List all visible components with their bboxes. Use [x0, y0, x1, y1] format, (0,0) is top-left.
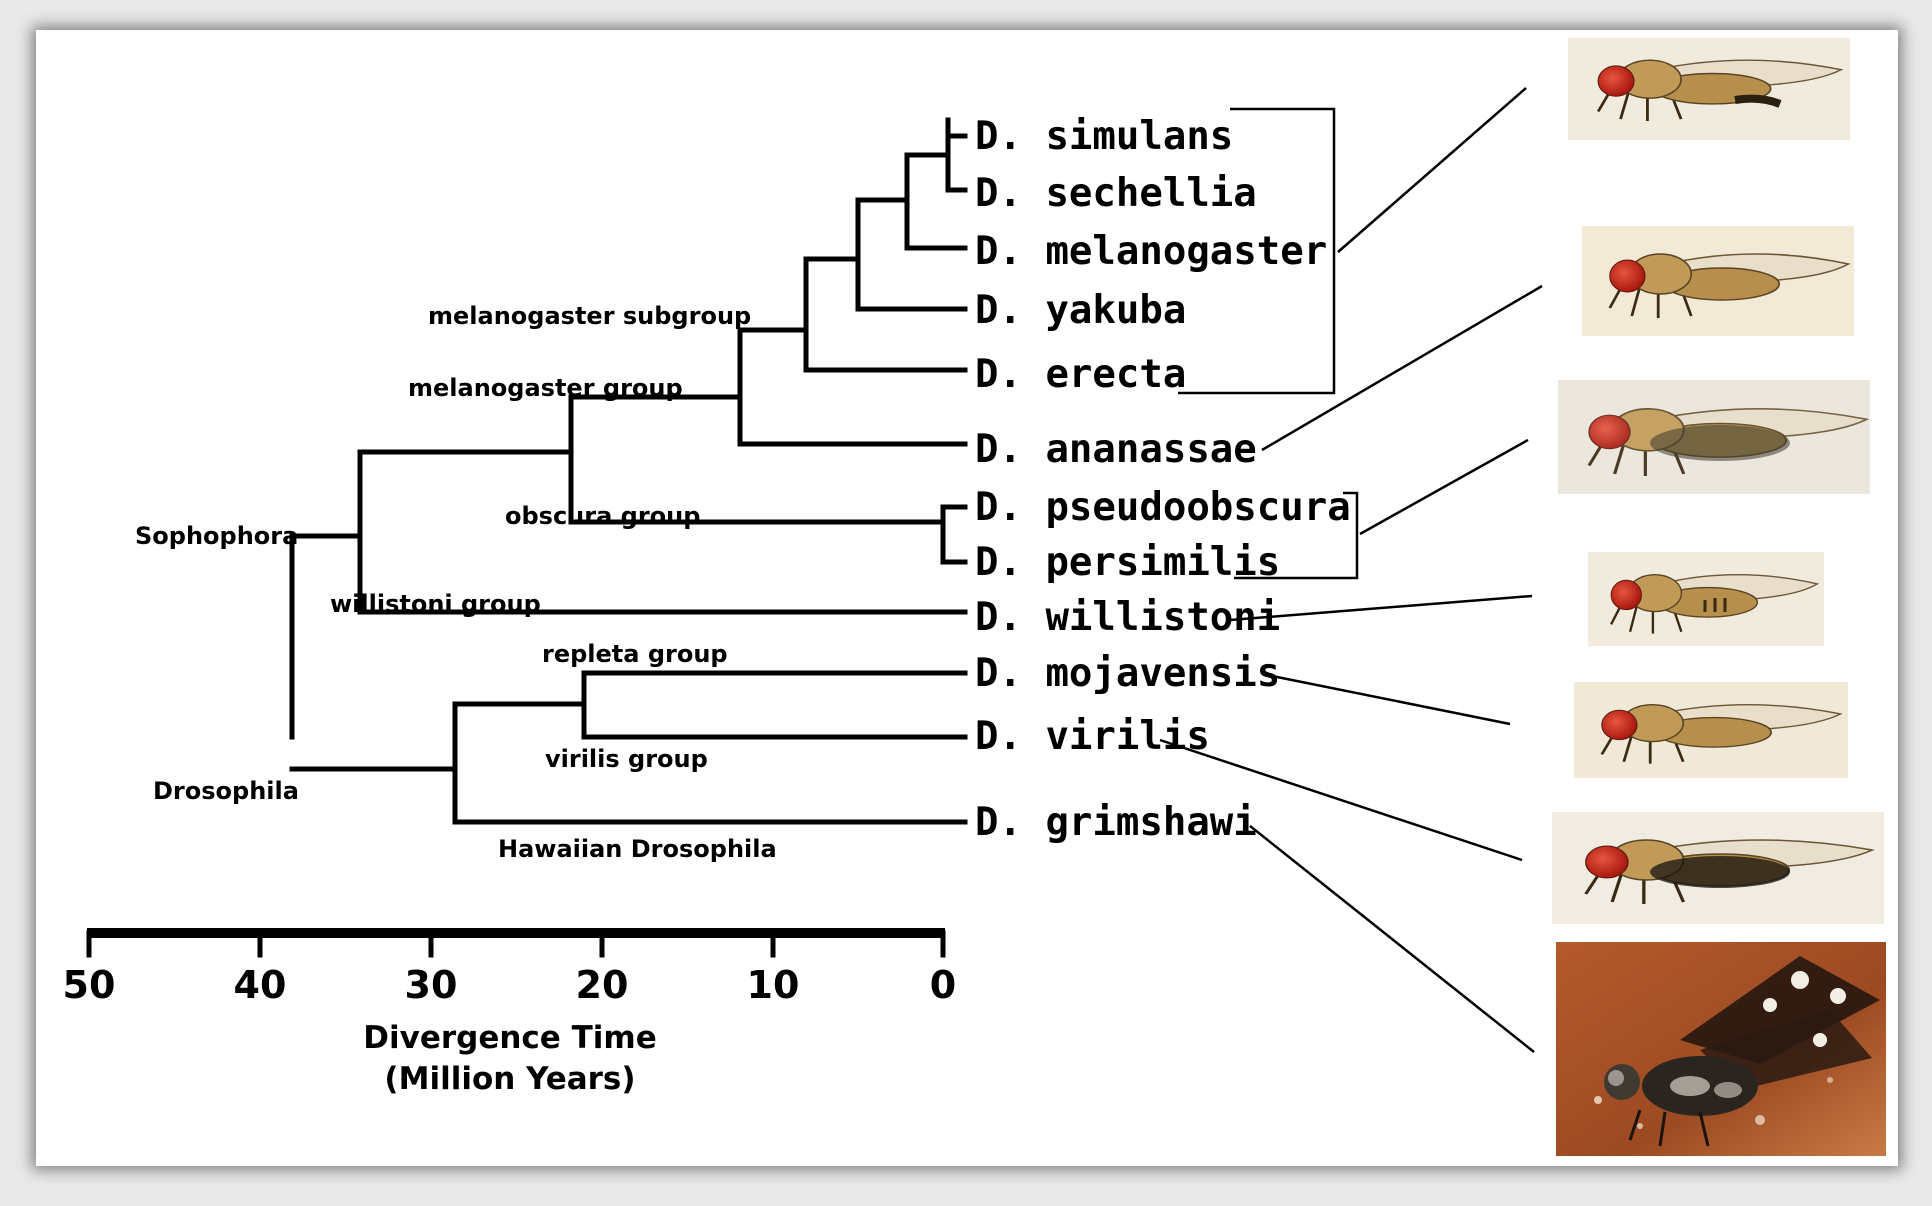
species-label: D. simulans	[975, 114, 1233, 159]
clade-label-sophophora: Sophophora	[135, 522, 298, 550]
species-labels: D. simulans D. sechellia D. melanogaster…	[975, 114, 1351, 845]
species-label: D. melanogaster	[975, 229, 1327, 274]
species-label: D. grimshawi	[975, 800, 1257, 845]
clade-label-repleta-group: repleta group	[542, 640, 728, 668]
species-label: D. erecta	[975, 352, 1186, 397]
clade-label-obscura-group: obscura group	[505, 502, 700, 530]
axis-tick-label: 30	[405, 963, 458, 1007]
species-label: D. persimilis	[975, 540, 1280, 585]
clade-label-willistoni-group: willistoni group	[330, 590, 541, 618]
time-axis: 50 40 30 20 10 0 Divergence Time (Millio…	[63, 928, 956, 1097]
obscura-bracket	[1234, 491, 1359, 580]
clade-label-melanogaster-group: melanogaster group	[408, 374, 683, 402]
fly-illustration-6	[1552, 812, 1884, 924]
axis-tick-label: 20	[576, 963, 629, 1007]
fly-illustration-5	[1574, 682, 1848, 778]
species-label: D. virilis	[975, 714, 1210, 759]
axis-bar	[87, 928, 945, 938]
fly-illustration-4	[1588, 552, 1824, 646]
clade-label-melanogaster-subgroup: melanogaster subgroup	[428, 302, 751, 330]
axis-tick-label: 10	[747, 963, 800, 1007]
species-label: D. willistoni	[975, 595, 1280, 640]
clade-label-virilis-group: virilis group	[545, 745, 708, 773]
clade-label-hawaiian: Hawaiian Drosophila	[498, 835, 777, 863]
clade-label-drosophila: Drosophila	[153, 777, 299, 805]
species-label: D. ananassae	[975, 427, 1257, 472]
group-brackets	[1178, 107, 1359, 580]
axis-tick-label: 40	[234, 963, 287, 1007]
connector-lines	[1159, 87, 1543, 1053]
fly-illustration-2	[1582, 226, 1854, 336]
species-label: D. pseudoobscura	[975, 485, 1351, 530]
species-label: D. mojavensis	[975, 651, 1280, 696]
fly-illustrations	[1552, 38, 1886, 1156]
clade-labels: melanogaster subgroup melanogaster group…	[135, 302, 777, 863]
species-label: D. sechellia	[975, 171, 1257, 216]
axis-tick-label: 0	[930, 963, 956, 1007]
species-label: D. yakuba	[975, 288, 1186, 333]
tree-branches	[289, 117, 968, 825]
axis-title-line1: Divergence Time	[363, 1020, 656, 1056]
melanogaster-subgroup-bracket	[1178, 107, 1336, 395]
fly-photo-grimshawi	[1556, 942, 1886, 1156]
fly-illustration-3	[1558, 380, 1870, 494]
axis-title-line2: (Million Years)	[384, 1061, 635, 1097]
axis-tick-label: 50	[63, 963, 116, 1007]
fly-illustration-1	[1568, 38, 1850, 140]
